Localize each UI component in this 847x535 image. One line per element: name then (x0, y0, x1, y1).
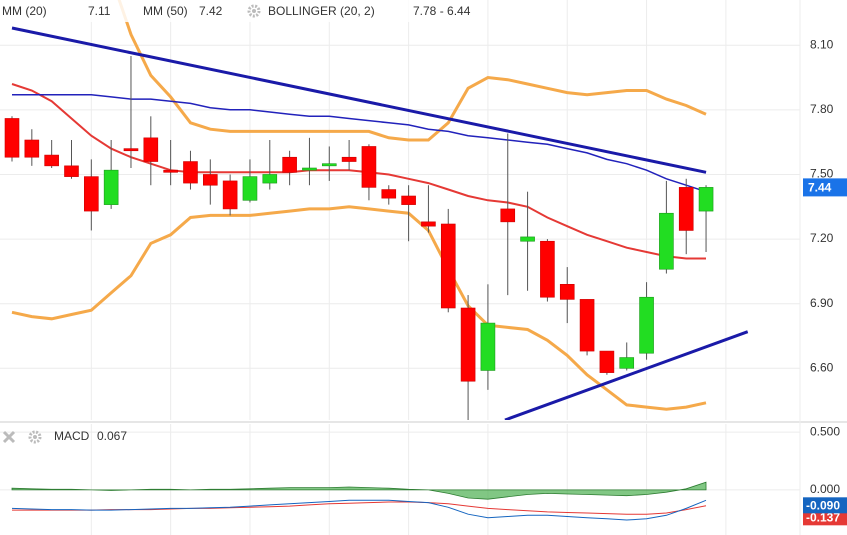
candle-body (44, 154, 59, 167)
trend-line (11, 26, 707, 174)
candle-body (183, 161, 198, 184)
candle-body (559, 284, 575, 300)
legend-value: 7.11 (88, 4, 111, 18)
candle-body (381, 189, 397, 199)
y-tick-label: 7.80 (810, 102, 834, 116)
candle-body (421, 221, 436, 227)
candle-body (302, 167, 317, 171)
candle-body (401, 195, 416, 205)
candle-body (341, 156, 357, 162)
candle-body (262, 174, 278, 184)
candle-body (639, 296, 654, 354)
signal-value-label: -0.137 (806, 510, 840, 524)
candle-body (64, 165, 79, 177)
candle-body (361, 146, 377, 188)
last-price-box (803, 178, 847, 197)
y-tick-label: 8.10 (810, 37, 834, 51)
candle-body (540, 240, 555, 298)
legend-value: 7.42 (199, 4, 223, 18)
candle-body (619, 357, 635, 369)
candle-body (282, 156, 297, 173)
legend-name: MM (50) (143, 4, 188, 18)
macd-panel (0, 424, 800, 535)
macd-value-box (803, 497, 847, 514)
candle-body (460, 307, 476, 382)
axes: 8.10 7.80 7.50 7.20 6.90 6.60 7.44 0.500 0.000 -0… (803, 37, 847, 526)
overlay-line (11, 83, 706, 260)
candle-body (203, 174, 218, 186)
candle-body (103, 169, 119, 205)
macd-title: MACD (54, 429, 90, 443)
y-tick-label: 7.50 (810, 167, 834, 181)
candle-body (659, 212, 674, 270)
candle-body (4, 118, 20, 158)
legend-name: MM (20) (2, 4, 47, 18)
macd-line (11, 499, 707, 521)
close-icon[interactable] (2, 430, 16, 444)
candle-body (480, 322, 496, 371)
y-tick-label: 0.500 (810, 424, 840, 438)
candle-body (24, 139, 40, 158)
macd-value-label: -0.090 (806, 498, 840, 512)
y-tick-label: 0.000 (810, 482, 840, 496)
candle-body (500, 208, 516, 223)
y-tick-label: 6.90 (810, 296, 834, 310)
macd-histogram (11, 481, 707, 500)
candle-body (84, 176, 99, 212)
overlay-line (12, 94, 707, 193)
candle-body (123, 148, 139, 152)
settings-icon[interactable] (28, 430, 42, 444)
y-tick-label: 6.60 (810, 360, 834, 374)
legend-name: BOLLINGER (20, 2) (268, 4, 375, 18)
legend-value: 7.78 - 6.44 (413, 4, 471, 18)
settings-icon[interactable] (247, 4, 261, 18)
price-panel (0, 0, 800, 420)
candle-body (678, 187, 694, 231)
overlay-line (117, 0, 707, 142)
candle-body (163, 169, 178, 173)
macd-legend: MACD 0.067 (2, 429, 127, 444)
candle-body (599, 350, 615, 373)
y-tick-label: 7.20 (810, 231, 834, 245)
candle-body (440, 223, 456, 309)
bollinger-lower (11, 205, 707, 411)
candle-body (698, 187, 714, 212)
candle-body (242, 176, 258, 201)
legend: MM (20) 7.11 MM (50) 7.42 BOLLINGER (20,… (0, 0, 480, 22)
macd-value: 0.067 (97, 429, 127, 443)
last-price-label: 7.44 (808, 181, 832, 195)
candle-body (143, 137, 159, 162)
legend-bg (0, 0, 480, 22)
candle-body (520, 236, 535, 242)
trend-line (504, 330, 749, 420)
candle-body (321, 163, 337, 167)
candle-body (579, 299, 595, 352)
candle-body (222, 180, 238, 210)
